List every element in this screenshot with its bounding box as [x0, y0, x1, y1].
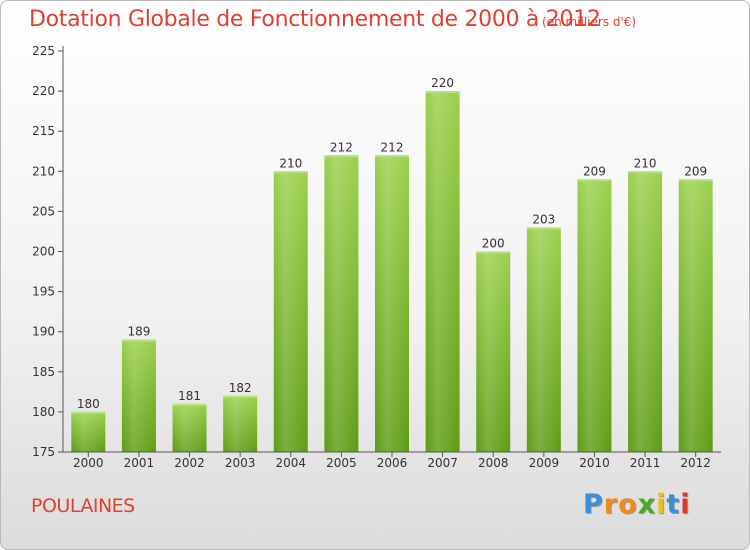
x-tick-label: 2002: [174, 456, 205, 470]
bar-top-edge: [628, 171, 663, 174]
x-tick-label: 2000: [73, 456, 104, 470]
bar-value-label: 209: [684, 164, 707, 178]
bar-highlight: [476, 251, 511, 452]
x-tick-label: 2009: [529, 456, 560, 470]
bar-top-edge: [678, 179, 713, 182]
y-tick-label: 185: [32, 365, 55, 379]
y-tick-label: 210: [32, 164, 55, 178]
bar-group: [172, 403, 207, 452]
bar-group: [223, 395, 258, 452]
x-tick-label: 2011: [630, 456, 661, 470]
bar-top-edge: [476, 251, 511, 254]
bar-highlight: [577, 179, 612, 452]
x-tick-label: 2008: [478, 456, 509, 470]
bar-value-label: 212: [330, 140, 353, 154]
bar-value-label: 189: [127, 325, 150, 339]
y-tick-label: 190: [32, 325, 55, 339]
bar-highlight: [425, 91, 460, 452]
chart-title: Dotation Globale de Fonctionnement de 20…: [29, 7, 601, 32]
x-tick-label: 2005: [326, 456, 357, 470]
logo-letter: t: [666, 489, 681, 520]
x-tick-label: 2006: [377, 456, 408, 470]
y-tick-label: 220: [32, 84, 55, 98]
bar-highlight: [121, 339, 156, 452]
bar-highlight: [172, 403, 207, 452]
bar-value-label: 203: [532, 212, 555, 226]
bar-top-edge: [324, 155, 359, 158]
bar-highlight: [678, 179, 713, 452]
x-tick-label: 2003: [225, 456, 256, 470]
bar-value-label: 200: [482, 237, 505, 251]
bar-value-label: 180: [77, 397, 100, 411]
bar-value-label: 220: [431, 76, 454, 90]
commune-name: POULAINES: [31, 495, 135, 517]
bar-top-edge: [273, 171, 308, 174]
bar-top-edge: [223, 395, 258, 398]
bar-group: [577, 179, 612, 452]
bar-value-label: 210: [279, 156, 302, 170]
x-tick-label: 2001: [124, 456, 155, 470]
bar-top-edge: [526, 227, 561, 230]
bar-group: [71, 411, 106, 452]
logo-letter: x: [637, 489, 657, 520]
bar-group: [273, 171, 308, 453]
y-tick-label: 225: [32, 44, 55, 58]
bar-top-edge: [121, 339, 156, 342]
bar-top-edge: [577, 179, 612, 182]
logo-letter: i: [680, 489, 691, 520]
y-tick-label: 215: [32, 124, 55, 138]
x-tick-label: 2012: [680, 456, 711, 470]
bar-highlight: [375, 155, 409, 452]
bar-top-edge: [71, 411, 106, 414]
bar-top-edge: [425, 91, 460, 94]
x-tick-label: 2007: [427, 456, 458, 470]
bar-value-label: 182: [229, 381, 252, 395]
y-tick-label: 180: [32, 405, 55, 419]
bar-group: [121, 339, 156, 452]
bar-group: [678, 179, 713, 452]
bar-group: [628, 171, 663, 453]
proxiti-logo: Proxiti: [583, 489, 691, 520]
bar-value-label: 209: [583, 164, 606, 178]
bar-top-edge: [375, 155, 409, 158]
bar-highlight: [223, 395, 258, 452]
bar-highlight: [526, 227, 561, 452]
bar-group: [476, 251, 511, 452]
bar-top-edge: [172, 403, 207, 406]
bar-highlight: [628, 171, 663, 453]
logo-letter: o: [618, 489, 638, 520]
bar-highlight: [71, 411, 106, 452]
y-tick-label: 175: [32, 445, 55, 459]
bar-highlight: [324, 155, 359, 452]
bar-group: [526, 227, 561, 452]
bar-group: [425, 91, 460, 452]
logo-letter: i: [656, 489, 667, 520]
y-tick-label: 200: [32, 245, 55, 259]
bar-value-label: 181: [178, 389, 201, 403]
bar-group: [375, 155, 409, 452]
y-tick-label: 205: [32, 204, 55, 218]
bar-value-label: 210: [634, 156, 657, 170]
logo-letter: P: [583, 489, 604, 520]
y-tick-label: 195: [32, 285, 55, 299]
bar-highlight: [273, 171, 308, 453]
bar-value-label: 212: [381, 140, 404, 154]
logo-letter: r: [603, 489, 619, 520]
bar-group: [324, 155, 359, 452]
chart-unit-label: (en milliers d'€): [542, 15, 637, 29]
x-tick-label: 2004: [275, 456, 306, 470]
x-tick-label: 2010: [579, 456, 610, 470]
